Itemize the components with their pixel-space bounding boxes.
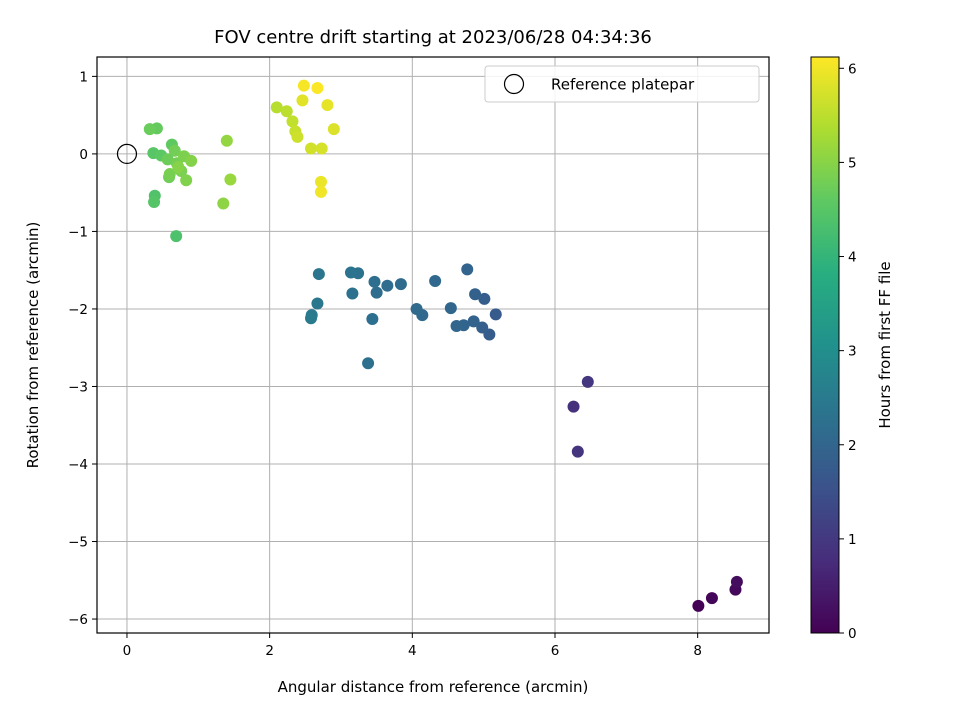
data-point bbox=[305, 142, 318, 155]
data-point bbox=[692, 599, 705, 612]
data-point bbox=[224, 173, 237, 186]
data-point bbox=[368, 275, 381, 288]
x-tick-label: 2 bbox=[265, 643, 274, 659]
data-point bbox=[571, 445, 584, 458]
x-axis-ticks: 0 2 4 6 8 bbox=[123, 633, 702, 659]
data-point bbox=[705, 592, 718, 605]
data-point bbox=[429, 275, 442, 288]
y-tick-label: −5 bbox=[68, 535, 88, 551]
x-tick-label: 4 bbox=[408, 643, 417, 659]
y-axis-label: Rotation from reference (arcmin) bbox=[24, 222, 42, 469]
data-point bbox=[450, 320, 463, 333]
colorbar-tick-label: 4 bbox=[848, 250, 857, 266]
colorbar-tick-label: 0 bbox=[848, 626, 857, 642]
data-point bbox=[172, 161, 185, 174]
data-point bbox=[270, 101, 283, 114]
colorbar: 0 1 2 3 4 5 6 Hours from first FF file bbox=[810, 56, 894, 642]
x-tick-label: 0 bbox=[123, 643, 132, 659]
data-point bbox=[315, 185, 327, 198]
data-point bbox=[217, 197, 230, 210]
chart-title: FOV centre drift starting at 2023/06/28 … bbox=[214, 27, 652, 48]
colorbar-tick-label: 2 bbox=[848, 438, 857, 454]
y-tick-label: −2 bbox=[68, 302, 88, 318]
y-tick-label: −4 bbox=[68, 457, 88, 473]
data-point bbox=[185, 154, 198, 167]
reference-platepar-marker bbox=[116, 143, 138, 165]
colorbar-tick-label: 6 bbox=[848, 61, 857, 77]
data-point bbox=[311, 82, 324, 95]
legend-box bbox=[484, 65, 760, 103]
data-point bbox=[461, 263, 474, 276]
data-point bbox=[168, 144, 181, 157]
data-point bbox=[381, 279, 394, 292]
colorbar-tick-label: 5 bbox=[848, 155, 857, 171]
data-point bbox=[315, 175, 327, 188]
data-point bbox=[362, 357, 375, 370]
y-axis-ticks: −6 −5 −4 −3 −2 −1 0 1 bbox=[68, 69, 97, 628]
data-point bbox=[143, 123, 156, 136]
data-point bbox=[220, 134, 233, 147]
data-point bbox=[296, 94, 309, 107]
y-tick-label: 0 bbox=[79, 147, 88, 163]
data-point bbox=[478, 292, 491, 305]
data-point bbox=[444, 302, 457, 315]
data-point bbox=[311, 297, 324, 310]
y-tick-label: −6 bbox=[68, 612, 88, 628]
data-point bbox=[163, 168, 176, 181]
grid-lines bbox=[97, 57, 769, 633]
y-tick-label: −1 bbox=[68, 224, 88, 240]
data-point bbox=[370, 286, 383, 299]
colorbar-ticks: 0 1 2 3 4 5 6 bbox=[839, 61, 857, 642]
colorbar-tick-label: 1 bbox=[848, 532, 857, 548]
y-tick-label: −3 bbox=[68, 379, 88, 395]
data-point bbox=[410, 302, 423, 315]
data-point bbox=[180, 174, 193, 187]
data-point bbox=[305, 312, 318, 325]
data-point bbox=[312, 268, 325, 281]
plot-frame bbox=[96, 56, 770, 634]
data-point bbox=[315, 142, 328, 155]
data-point bbox=[327, 123, 340, 136]
data-point bbox=[581, 375, 594, 388]
x-tick-label: 8 bbox=[693, 643, 702, 659]
data-point bbox=[170, 230, 183, 243]
data-point bbox=[297, 79, 310, 92]
colorbar-tick-label: 3 bbox=[848, 344, 857, 360]
data-point bbox=[366, 313, 379, 326]
data-point bbox=[469, 288, 482, 301]
data-point bbox=[476, 321, 489, 334]
data-point bbox=[730, 575, 743, 588]
colorbar-label: Hours from first FF file bbox=[876, 261, 894, 428]
data-point bbox=[344, 266, 357, 279]
x-tick-label: 6 bbox=[551, 643, 560, 659]
data-point bbox=[489, 308, 502, 321]
legend: Reference platepar bbox=[484, 65, 760, 103]
data-point bbox=[467, 315, 480, 328]
data-point bbox=[148, 195, 161, 208]
data-point bbox=[321, 99, 334, 112]
legend-label-reference: Reference platepar bbox=[551, 76, 695, 94]
data-point bbox=[280, 105, 293, 118]
data-point bbox=[291, 130, 304, 143]
x-axis-label: Angular distance from reference (arcmin) bbox=[278, 678, 589, 696]
legend-marker-reference bbox=[503, 73, 525, 95]
y-tick-label: 1 bbox=[79, 69, 88, 85]
data-point bbox=[161, 153, 174, 166]
data-point bbox=[394, 278, 407, 291]
data-points bbox=[116, 79, 743, 612]
data-point bbox=[346, 287, 359, 300]
data-point bbox=[567, 400, 580, 413]
colorbar-gradient bbox=[810, 56, 840, 634]
data-point bbox=[286, 115, 299, 128]
